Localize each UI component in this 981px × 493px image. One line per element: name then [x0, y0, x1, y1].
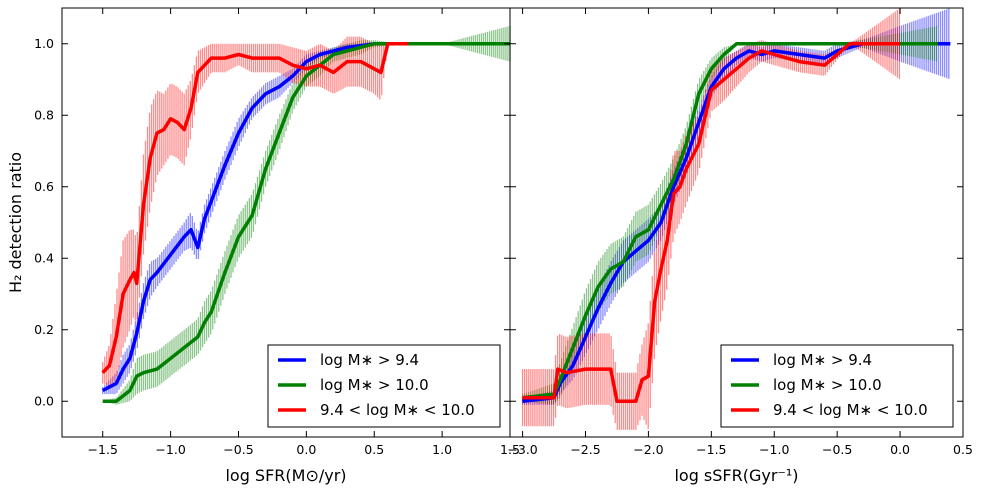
series-2-line	[522, 42, 938, 400]
x-tick-label: −1.5	[696, 442, 726, 457]
legend-label: 9.4 < log M∗ < 10.0	[320, 401, 475, 419]
x-tick-label: 1.5	[500, 442, 520, 457]
x-tick-label: −1.5	[88, 442, 118, 457]
x-axis-label: log sSFR(Gyr⁻¹)	[674, 466, 798, 485]
x-axis-label: log SFR(M⊙/yr)	[225, 466, 346, 485]
series-1-line	[101, 42, 375, 393]
x-tick-label: −2.5	[570, 442, 600, 457]
series-2-line	[102, 42, 510, 404]
x-tick-label: −2.0	[633, 442, 663, 457]
y-tick-label: 0.8	[34, 107, 54, 122]
y-axis-label: H₂ detection ratio	[6, 152, 25, 293]
series-3-error-band	[102, 36, 387, 387]
x-tick-label: −0.5	[822, 442, 852, 457]
x-tick-label: 0.5	[953, 442, 973, 457]
y-tick-label: 0.0	[34, 393, 54, 408]
x-tick-label: 1.0	[432, 442, 452, 457]
x-tick-label: −3.0	[507, 442, 537, 457]
x-tick-label: −1.0	[155, 442, 185, 457]
legend-label: log M∗ > 10.0	[773, 376, 882, 394]
legend-label: log M∗ > 9.4	[773, 351, 872, 369]
legend-box	[267, 344, 501, 428]
x-tick-label: 0.5	[364, 442, 384, 457]
y-tick-label: 0.4	[34, 250, 54, 265]
y-tick-label: 0.6	[34, 179, 54, 194]
x-tick-label: −1.0	[759, 442, 789, 457]
series-3-line	[101, 42, 409, 374]
x-tick-label: 0.0	[890, 442, 910, 457]
legend-label: log M∗ > 10.0	[320, 376, 429, 394]
legend: log M∗ > 9.4 log M∗ > 10.0 9.4 < log M∗ < …	[720, 344, 954, 428]
plot-frame	[509, 7, 964, 438]
legend-label: 9.4 < log M∗ < 10.0	[773, 401, 928, 419]
panel-1: −1.5 −1.0 −0.5 0.0 0.5 1.0 1.5 0.0 0.2 0.4 0.6 0.8 1…	[6, 7, 520, 485]
x-tick-label: −0.5	[223, 442, 253, 457]
x-tick-label: 0.0	[296, 442, 316, 457]
legend-box	[720, 344, 954, 428]
series-1-line	[522, 42, 951, 404]
y-tick-label: 1.0	[34, 36, 54, 51]
panel-2: −3.0 −2.5 −2.0 −1.5 −1.0 −0.5 0.0 0.5 log sSFR(G…	[507, 7, 973, 485]
y-tick-label: 0.2	[34, 322, 54, 337]
series-3-line	[522, 42, 901, 404]
legend: log M∗ > 9.4 log M∗ > 10.0 9.4 < log M∗ < …	[267, 344, 501, 428]
legend-label: log M∗ > 9.4	[320, 351, 419, 369]
